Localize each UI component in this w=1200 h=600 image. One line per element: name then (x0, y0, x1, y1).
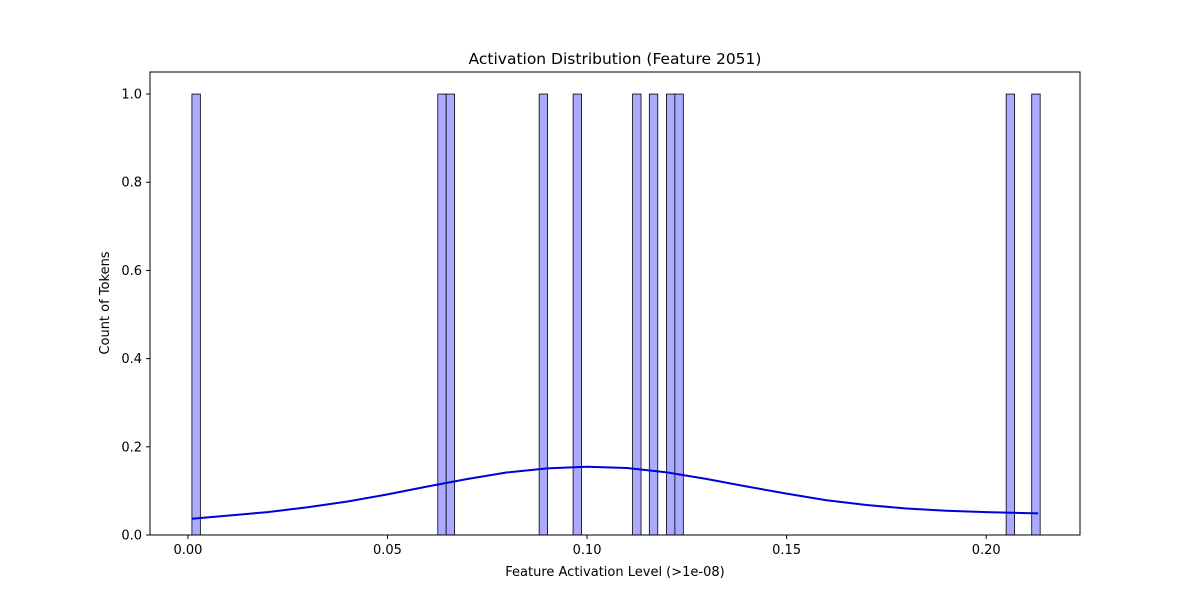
histogram-bar-10 (1031, 93, 1041, 536)
y-tick-label-0: 0.0 (121, 529, 142, 544)
x-axis-label: Feature Activation Level (>1e-08) (505, 565, 724, 580)
plot-frame (149, 71, 1081, 536)
histogram-bar-1 (437, 93, 447, 536)
histogram-bar-6 (648, 93, 659, 536)
histogram-bar-0 (191, 93, 201, 536)
x-tick-label-2: 0.10 (573, 543, 602, 558)
y-tick-label-3: 0.6 (121, 264, 142, 279)
y-tick-label-5: 1.0 (121, 88, 142, 103)
y-tick-label-1: 0.2 (121, 440, 142, 455)
kde-curve (191, 465, 1039, 520)
histogram-bar-7 (666, 93, 676, 536)
x-axis-ticks: 0.00 0.05 0.10 0.15 0.20 (173, 535, 1001, 558)
histogram-bars (191, 93, 1041, 536)
x-tick-label-0: 0.00 (173, 543, 202, 558)
y-axis-ticks: 0.0 0.2 0.4 0.6 0.8 1.0 (121, 88, 150, 544)
x-tick-label-4: 0.20 (972, 543, 1001, 558)
y-tick-label-4: 0.8 (121, 176, 142, 191)
y-axis-label: Count of Tokens (98, 251, 113, 354)
x-tick-label-1: 0.05 (373, 543, 402, 558)
y-tick-label-2: 0.4 (121, 352, 142, 367)
histogram-bar-9 (1005, 93, 1016, 536)
x-tick-label-3: 0.15 (772, 543, 801, 558)
histogram-bar-8 (674, 93, 684, 536)
chart-title: Activation Distribution (Feature 2051) (469, 50, 762, 68)
histogram-bar-2 (445, 93, 456, 536)
histogram-bar-4 (572, 93, 582, 536)
